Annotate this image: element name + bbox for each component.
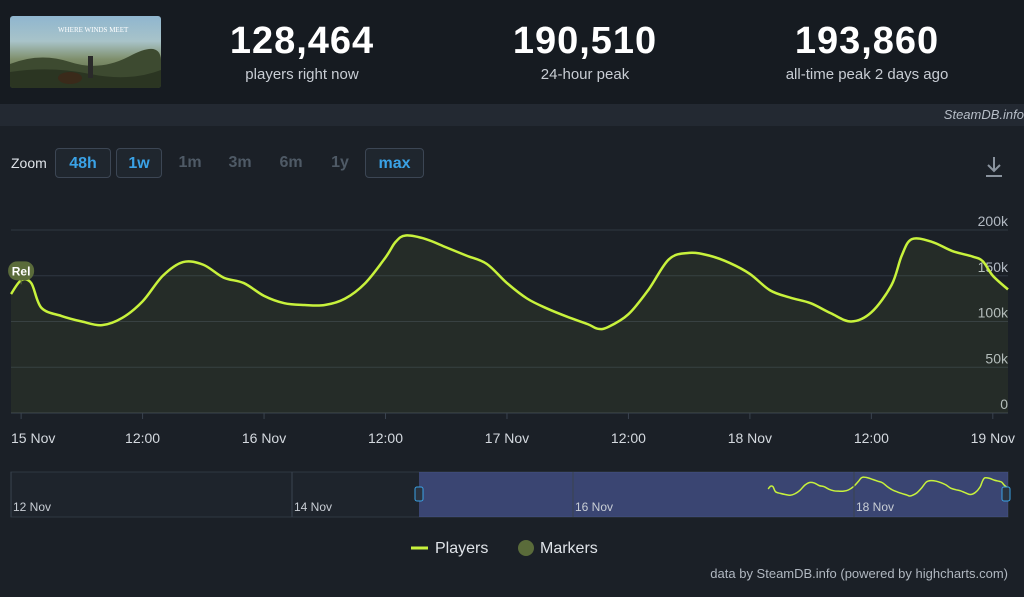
x-tick-label: 16 Nov [242,430,286,446]
stat-value: 190,510 [512,20,658,62]
source-link[interactable]: SteamDB.info [943,107,1024,122]
stat-value: 193,860 [794,20,940,62]
y-tick-label: 50k [985,350,1009,366]
y-tick-label: 200k [978,213,1009,229]
game-logo-text: WHERE WINDS MEET [58,26,129,34]
x-tick-label: 12:00 [368,430,403,446]
x-tick-label: 15 Nov [11,430,55,446]
zoom-1m-button[interactable]: 1m [178,154,202,171]
zoom-max-button[interactable]: max [365,148,424,178]
navigator-tick-label: 18 Nov [856,500,894,514]
x-tick-label: 18 Nov [728,430,772,446]
navigator-tick-label: 16 Nov [575,500,613,514]
stat-value: 128,464 [229,20,375,62]
y-tick-label: 0 [1000,396,1008,412]
stat-label: 24-hour peak [540,66,630,83]
navigator-handle[interactable] [414,486,424,502]
x-tick-label: 17 Nov [485,430,529,446]
stat-24h-peak: 190,510 24-hour peak [465,20,705,83]
legend-markers-swatch [518,540,534,556]
zoom-6m-button[interactable]: 6m [279,154,303,171]
x-tick-label: 12:00 [611,430,646,446]
zoom-48h-button[interactable]: 48h [55,148,111,178]
navigator-tick-label: 14 Nov [294,500,332,514]
x-tick-label: 19 Nov [971,430,1015,446]
x-tick-label: 12:00 [125,430,160,446]
zoom-label: Zoom [11,155,47,171]
y-tick-label: 100k [978,305,1009,321]
zoom-1y-button[interactable]: 1y [331,154,349,171]
source-bar: SteamDB.info [0,104,1024,126]
stat-all-time-peak: 193,860 all-time peak 2 days ago [747,20,987,83]
marker-badge [8,261,35,281]
series-line-players [9,234,1009,331]
chart-credit[interactable]: data by SteamDB.info (powered by highcha… [710,566,1008,581]
marker-label: Rel [12,264,31,278]
navigator-line [767,476,1009,497]
legend-players-label: Players [435,540,488,557]
game-thumbnail[interactable]: WHERE WINDS MEET [10,16,161,88]
zoom-3m-button[interactable]: 3m [228,154,252,171]
navigator-handle[interactable] [1001,486,1011,502]
x-tick-label: 12:00 [854,430,889,446]
zoom-1w-button[interactable]: 1w [116,148,162,178]
navigator-selection [419,472,1008,517]
stat-label: players right now [245,66,359,83]
header: WHERE WINDS MEET 128,464 players right n… [0,0,1024,104]
navigator-background [10,471,1009,518]
stat-label: all-time peak 2 days ago [785,66,949,83]
series-area-players [11,235,1008,413]
download-icon[interactable] [981,154,1007,180]
navigator-tick-label: 12 Nov [13,500,51,514]
stat-players-now: 128,464 players right now [182,20,422,83]
legend-markers-label: Markers [540,540,598,557]
